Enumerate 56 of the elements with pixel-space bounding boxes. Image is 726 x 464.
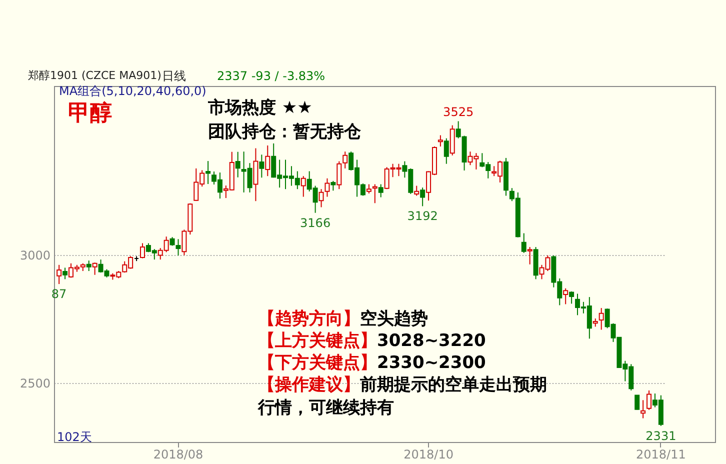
candlestick [420,187,426,207]
candlestick [646,390,652,410]
candlestick [176,238,181,256]
annotation: 市场热度 ★★ [207,98,312,118]
annotation: 行情，可继续持有 [257,398,394,418]
text: 日线 [162,69,186,83]
candlestick [640,400,646,419]
candlestick [563,288,568,305]
text: 甲醇 [68,101,112,126]
annotation: 102天 [57,430,92,444]
candlestick [92,262,98,276]
x-tick-label: 2018/10 [404,448,454,462]
annotation: MA组合(5,10,20,40,60,0) [59,84,206,98]
x-tick-label: 2018/11 [636,448,686,462]
annotation: 【操作建议】前期提示的空单走出预期 [258,375,547,395]
candlestick [521,232,526,254]
candlestick [253,148,258,202]
annotation: 3192 [407,209,438,224]
candlestick [86,260,92,272]
candlestick [366,184,372,194]
candlestick [140,242,145,259]
x-tick-label: 2018/08 [153,448,204,462]
candlestick [336,160,342,190]
candlestick [378,184,384,198]
candlestick [342,151,348,169]
annotation: 2331 [646,428,676,443]
annotation: 87 [51,287,67,302]
candlestick [235,151,240,178]
candlestick [372,184,378,204]
candlestick [259,154,264,178]
candlestick [569,290,574,304]
candlestick [265,144,270,177]
candlestick [324,178,330,198]
candlestick [450,124,455,156]
y-tick-label: 2500 [20,376,50,390]
annotation: 【下方关键点】2330~2300 [258,353,486,373]
candlestick [330,180,336,192]
candlestick [62,267,68,280]
annotation: 3525 [443,105,474,120]
candlestick [527,246,532,265]
candlestick [438,134,443,147]
candlestick [318,188,324,208]
annotation: 团队持仓：暂无持仓 [208,122,362,142]
annotation: 3166 [300,216,331,230]
text: 2337 -93 / -3.83% [217,69,326,83]
candlestick [414,185,420,196]
candlestick [300,176,306,198]
candlestick [634,394,640,410]
candlestick [598,308,604,330]
candlestick [444,138,449,164]
candlestick [206,160,211,184]
annotation: 【趋势方向】空头趋势 [258,309,428,329]
annotation: 【上方关键点】3028~3220 [258,331,486,351]
text: 郑醇1901 (CZCE MA901) [28,69,162,82]
y-tick-label: 3000 [20,248,50,263]
candlestick [56,264,62,285]
